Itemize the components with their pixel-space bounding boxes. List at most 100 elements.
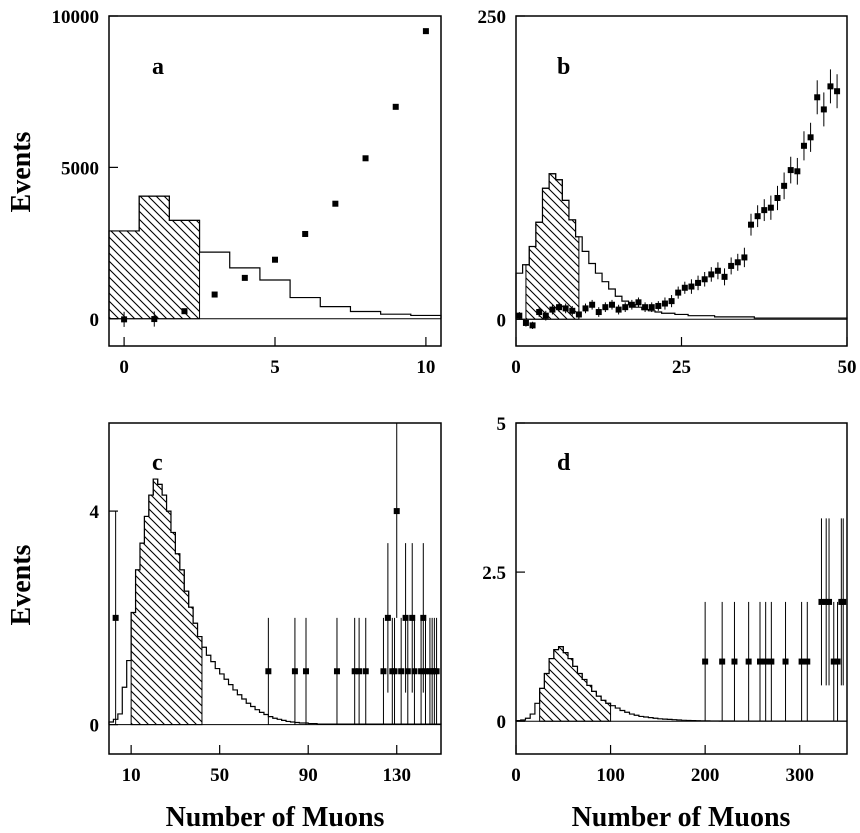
data-point <box>731 658 738 665</box>
data-point <box>602 304 609 311</box>
data-point <box>648 304 655 311</box>
data-point <box>582 305 589 312</box>
data-point <box>595 309 602 316</box>
data-point <box>411 668 418 675</box>
data-point <box>768 658 775 665</box>
data-point <box>834 658 841 665</box>
data-point <box>774 194 781 201</box>
data-point <box>529 322 536 329</box>
data-point <box>362 668 369 675</box>
x-axis-title-right: Number of Muons <box>572 802 791 833</box>
data-point <box>398 668 405 675</box>
data-point <box>756 658 763 665</box>
data-point <box>380 668 387 675</box>
data-point <box>826 598 833 605</box>
data-point <box>668 298 675 305</box>
y-tick-label: 4 <box>90 502 100 523</box>
data-point <box>575 311 582 318</box>
x-tick-label: 10 <box>416 357 435 378</box>
data-point <box>681 284 688 291</box>
data-point <box>589 301 596 308</box>
data-point <box>798 658 805 665</box>
data-point <box>782 658 789 665</box>
data-point <box>655 302 662 309</box>
data-point <box>741 254 748 261</box>
x-tick-label: 50 <box>210 765 229 786</box>
data-point <box>800 142 807 149</box>
chart-panel-d: 0 100 200 300 0 2.5 5 d <box>482 414 848 786</box>
data-point <box>814 94 821 101</box>
data-point <box>635 299 642 306</box>
data-point <box>608 301 615 308</box>
data-point <box>708 271 715 278</box>
histogram-outline <box>515 173 848 320</box>
data-point <box>719 658 726 665</box>
data-point <box>302 668 309 675</box>
data-point <box>628 301 635 308</box>
data-point <box>211 291 218 298</box>
histogram-outline <box>108 195 442 319</box>
data-point <box>827 83 834 90</box>
x-tick-label: 0 <box>119 357 129 378</box>
data-point <box>840 598 847 605</box>
data-point <box>642 304 649 311</box>
x-tick-label: 130 <box>382 765 411 786</box>
panel-letter: b <box>557 54 570 80</box>
data-point <box>536 309 543 316</box>
x-axis-title-left: Number of Muons <box>166 802 385 833</box>
data-point <box>356 668 363 675</box>
data-point <box>615 306 622 313</box>
data-point <box>332 200 339 207</box>
data-point <box>181 308 188 315</box>
shaded-signal-region <box>130 478 203 726</box>
data-point <box>721 273 728 280</box>
data-point <box>820 106 827 113</box>
x-tick-label: 5 <box>270 357 280 378</box>
data-point <box>622 304 629 311</box>
data-point <box>794 168 801 175</box>
x-tick-label: 25 <box>672 357 691 378</box>
data-point <box>393 508 400 515</box>
data-point <box>384 614 391 621</box>
data-point <box>734 259 741 266</box>
chart-panel-a: 0 5 10 0 5000 10000 a <box>52 7 442 378</box>
data-point <box>241 274 248 281</box>
data-point <box>362 155 369 162</box>
y-tick-label: 5000 <box>61 158 99 179</box>
data-point <box>807 134 814 141</box>
data-point <box>392 103 399 110</box>
data-point <box>549 306 556 313</box>
data-point <box>818 598 825 605</box>
panel-letter: c <box>152 450 163 476</box>
data-point <box>569 307 576 314</box>
y-tick-label: 0 <box>497 310 507 331</box>
chart-panel-b: 0 25 50 0 250 b <box>478 7 857 378</box>
data-point <box>333 668 340 675</box>
data-point <box>675 289 682 296</box>
data-point <box>762 658 769 665</box>
data-point <box>112 614 119 621</box>
x-tick-label: 0 <box>511 357 521 378</box>
data-point <box>702 658 709 665</box>
y-tick-label: 2.5 <box>482 563 506 584</box>
data-point <box>754 213 761 220</box>
data-point <box>748 221 755 228</box>
plot-frame <box>108 422 442 755</box>
shaded-signal-region <box>539 646 612 722</box>
panel-letter: d <box>557 450 571 476</box>
data-point <box>787 167 794 174</box>
x-tick-label: 90 <box>299 765 318 786</box>
data-point <box>409 614 416 621</box>
data-point <box>422 28 429 35</box>
y-axis-title-bottom: Events <box>6 544 37 625</box>
data-point <box>562 305 569 312</box>
x-tick-label: 10 <box>122 765 141 786</box>
y-axis-title-top: Events <box>6 131 37 212</box>
data-point <box>433 668 440 675</box>
y-tick-label: 250 <box>478 7 507 28</box>
data-point <box>830 658 837 665</box>
data-point <box>688 283 695 290</box>
data-point <box>834 88 841 95</box>
